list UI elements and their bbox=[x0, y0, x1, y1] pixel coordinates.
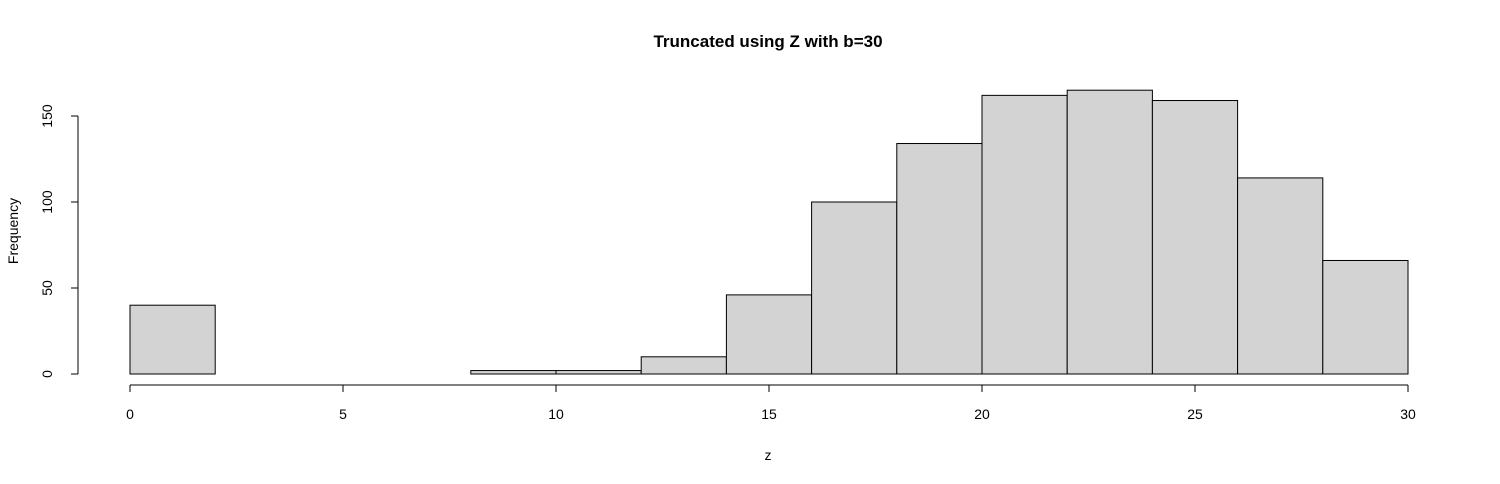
x-axis-label: z bbox=[765, 447, 772, 463]
x-tick-label: 15 bbox=[761, 406, 777, 422]
histogram-bar bbox=[1237, 177, 1324, 375]
x-tick-label: 10 bbox=[548, 406, 564, 422]
histogram-bar bbox=[470, 370, 557, 375]
histogram-bar bbox=[555, 370, 642, 375]
chart-title: Truncated using Z with b=30 bbox=[653, 32, 882, 51]
y-tick-label: 0 bbox=[39, 370, 55, 378]
histogram-bar bbox=[1151, 100, 1239, 375]
x-tick-label: 25 bbox=[1187, 406, 1203, 422]
histogram-bar bbox=[1066, 89, 1153, 375]
histogram-bar bbox=[1322, 259, 1409, 375]
histogram-bar bbox=[129, 304, 216, 375]
x-axis: 0 5 10 15 20 25 30 bbox=[126, 384, 1416, 422]
histogram-bar bbox=[640, 356, 727, 375]
x-tick-label: 20 bbox=[974, 406, 990, 422]
histogram-bar bbox=[896, 143, 983, 375]
histogram-bar bbox=[981, 94, 1068, 375]
x-tick-label: 30 bbox=[1400, 406, 1416, 422]
x-tick-label: 5 bbox=[339, 406, 347, 422]
histogram-bar bbox=[725, 294, 813, 375]
y-tick-label: 150 bbox=[39, 104, 55, 128]
y-axis: 0 50 100 150 bbox=[39, 104, 79, 378]
histogram-bar bbox=[811, 201, 898, 375]
y-tick-label: 50 bbox=[39, 280, 55, 296]
y-tick-label: 100 bbox=[39, 190, 55, 214]
y-axis-label: Frequency bbox=[5, 198, 21, 264]
bars bbox=[129, 89, 1409, 375]
x-tick-label: 0 bbox=[126, 406, 134, 422]
